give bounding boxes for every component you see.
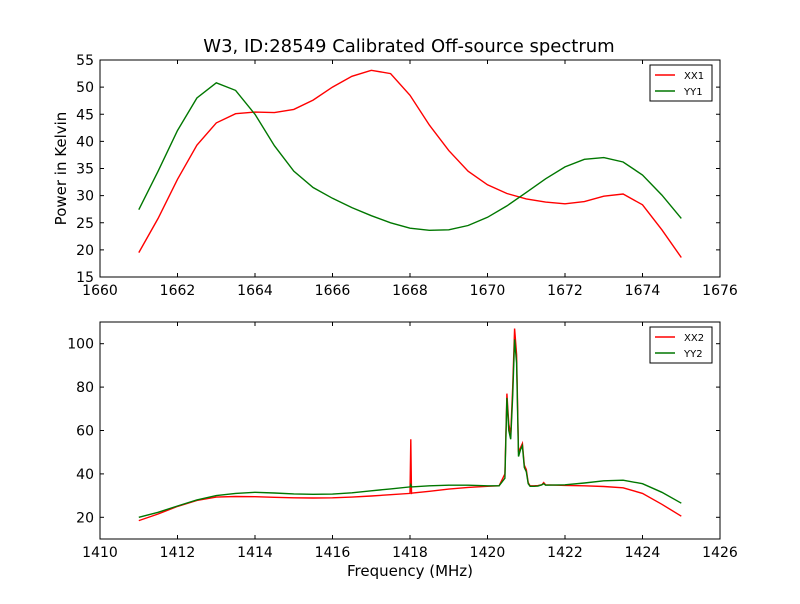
y-tick-label: 25 — [76, 216, 94, 232]
x-tick-label: 1416 — [315, 545, 351, 561]
legend-label: YY2 — [683, 349, 703, 360]
series-line-xx1 — [138, 69, 682, 258]
x-tick-label: 1670 — [470, 283, 506, 299]
axes-frame — [99, 59, 721, 278]
y-tick-label: 45 — [76, 107, 94, 123]
y-tick-label: 60 — [76, 424, 94, 440]
y-tick-label: 15 — [76, 270, 94, 286]
y-tick-label: 50 — [76, 80, 94, 96]
figure-title: W3, ID:28549 Calibrated Off-source spect… — [203, 36, 614, 57]
y-tick-label: 40 — [76, 134, 94, 150]
y-tick-label: 100 — [67, 337, 94, 353]
x-tick-label: 1674 — [625, 283, 661, 299]
x-tick-label: 1412 — [160, 545, 196, 561]
y-axis-label: Power in Kelvin — [52, 112, 70, 226]
legend-box — [649, 64, 713, 102]
axes-frame — [99, 321, 721, 540]
x-tick-label: 1422 — [547, 545, 583, 561]
y-tick-label: 20 — [76, 243, 94, 259]
x-tick-label: 1676 — [702, 283, 738, 299]
series-line-yy2 — [138, 339, 682, 518]
series-line-yy1 — [138, 82, 682, 232]
chart-panel-bottom: 1410 1412 1414 1416 1418 1420 1422 1424 1426 20 40… — [67, 321, 738, 580]
x-tick-label: 1426 — [702, 545, 738, 561]
x-tick-label: 1668 — [392, 283, 428, 299]
x-tick-label: 1420 — [470, 545, 506, 561]
y-tick-label: 35 — [76, 162, 94, 178]
x-axis-label: Frequency (MHz) — [347, 562, 473, 580]
x-tick-label: 1662 — [160, 283, 196, 299]
x-tick-label: 1664 — [237, 283, 273, 299]
x-tick-label: 1424 — [625, 545, 661, 561]
x-tick-label: 1666 — [315, 283, 351, 299]
legend-label: YY1 — [683, 87, 703, 98]
x-tick-label: 1418 — [392, 545, 428, 561]
x-tick-label: 1660 — [82, 283, 118, 299]
legend-box — [649, 326, 713, 364]
y-tick-label: 30 — [76, 189, 94, 205]
x-tick-label: 1410 — [82, 545, 118, 561]
chart-panel-top: 1660 1662 1664 1666 1668 1670 1672 1674 1676 15 20… — [52, 53, 738, 299]
legend-label: XX2 — [684, 333, 704, 344]
legend-label: XX1 — [684, 71, 704, 82]
series-line-xx2 — [138, 328, 682, 522]
y-tick-label: 80 — [76, 380, 94, 396]
y-tick-label: 55 — [76, 53, 94, 69]
x-tick-label: 1414 — [237, 545, 273, 561]
x-tick-label: 1672 — [547, 283, 583, 299]
y-tick-label: 20 — [76, 510, 94, 526]
y-tick-label: 40 — [76, 467, 94, 483]
